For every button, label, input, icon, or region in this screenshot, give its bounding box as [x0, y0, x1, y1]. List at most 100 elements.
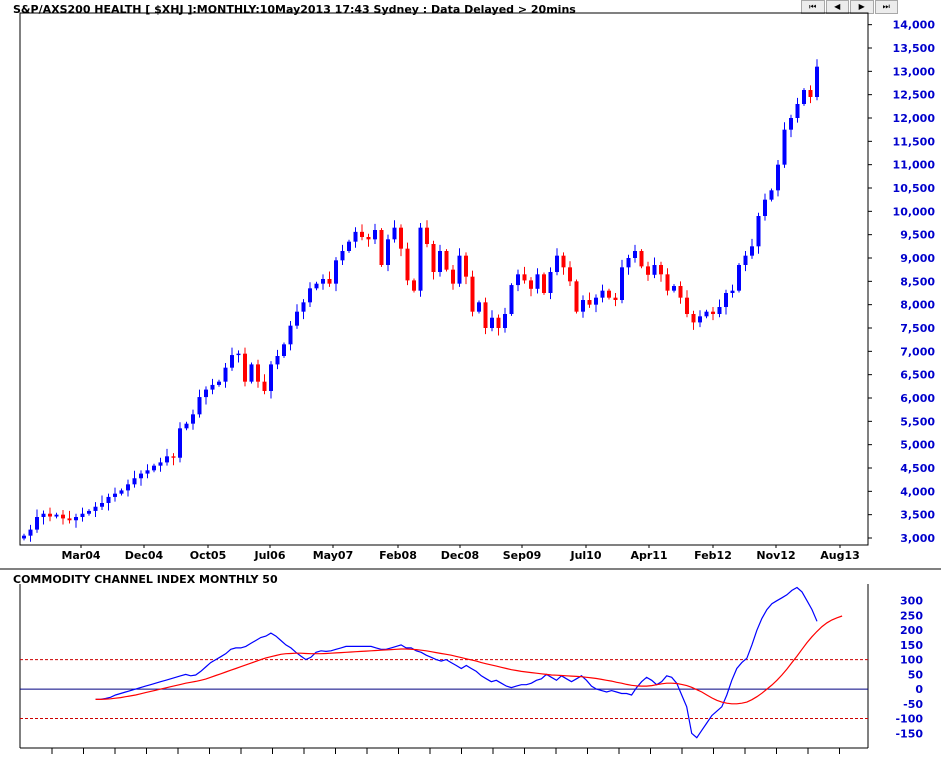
candle-body — [789, 118, 793, 130]
candle-body — [750, 246, 754, 256]
price-tick-label: 6,500 — [900, 369, 935, 382]
candle-body — [470, 276, 475, 312]
date-tick-label: Jul06 — [253, 549, 285, 562]
candle-body — [139, 473, 143, 479]
candle-body — [594, 297, 598, 305]
candle-body — [548, 272, 553, 293]
candle-body — [158, 462, 163, 466]
candle-body — [373, 230, 377, 240]
price-tick-label: 4,500 — [900, 462, 935, 475]
candle-body — [210, 384, 215, 390]
candle-body — [191, 414, 195, 424]
candle-body — [165, 456, 169, 463]
price-tick-label: 10,000 — [893, 205, 936, 218]
candle-body — [678, 286, 683, 298]
candle-body — [204, 389, 208, 398]
candle-body — [457, 255, 462, 284]
candle-body — [659, 265, 663, 275]
candle-body — [711, 311, 715, 314]
price-tick-label: 7,000 — [900, 345, 935, 358]
candle-body — [360, 231, 364, 237]
candle-body — [503, 314, 507, 328]
candle-body — [392, 227, 397, 240]
candle-body — [230, 355, 234, 368]
candle-body — [802, 90, 806, 104]
candle-body — [22, 535, 26, 539]
candle-body — [106, 496, 111, 503]
candle-body — [61, 514, 65, 519]
candle-body — [698, 316, 702, 323]
candle-body — [795, 104, 800, 118]
candle-body — [295, 311, 299, 326]
candle-body — [451, 269, 455, 284]
candle-body — [334, 260, 338, 284]
candle-body — [691, 314, 696, 323]
date-tick-label: Dec04 — [125, 549, 164, 562]
cci-tick-label: 100 — [900, 654, 923, 667]
date-tick-label: Oct05 — [190, 549, 226, 562]
candle-body — [353, 231, 358, 242]
date-tick-label: Jul10 — [569, 549, 601, 562]
candle-body — [529, 280, 533, 289]
candle-body — [288, 325, 293, 345]
candle-body — [626, 258, 631, 268]
date-tick-label: Feb12 — [694, 549, 732, 562]
candle-body — [262, 381, 267, 391]
candle-body — [405, 248, 410, 281]
candle-body — [639, 251, 644, 267]
candle-body — [568, 267, 572, 282]
candle-body — [80, 513, 85, 517]
candle-body — [74, 517, 78, 521]
candle-body — [613, 297, 618, 300]
candle-body — [756, 216, 761, 247]
candle-body — [496, 317, 501, 328]
cci-tick-label: 250 — [900, 609, 923, 622]
candle-body — [145, 470, 150, 474]
price-tick-label: 4,000 — [900, 485, 935, 498]
price-tick-label: 12,000 — [893, 112, 936, 125]
date-tick-label: May07 — [313, 549, 354, 562]
candle-body — [327, 279, 332, 284]
cci-title: COMMODITY CHANNEL INDEX MONTHLY 50 — [13, 573, 278, 586]
candle-body — [477, 302, 481, 312]
candle-body — [236, 353, 241, 356]
candle-body — [672, 286, 676, 291]
candle-body — [444, 251, 449, 270]
candle-body — [28, 529, 33, 536]
candle-body — [737, 265, 741, 291]
candle-body — [587, 300, 592, 305]
candle-body — [412, 280, 416, 291]
candle-body — [282, 344, 286, 356]
candle-body — [100, 503, 104, 507]
cci-tick-label: -50 — [903, 698, 923, 711]
candle-body — [633, 251, 637, 258]
candle-body — [431, 244, 436, 272]
candle-body — [438, 251, 442, 272]
price-tick-label: 10,500 — [893, 182, 936, 195]
price-tick-label: 8,500 — [900, 275, 935, 288]
candle-body — [275, 356, 280, 365]
candle-body — [379, 230, 384, 265]
candle-body — [815, 66, 819, 97]
price-tick-label: 5,500 — [900, 415, 935, 428]
candle-body — [48, 513, 52, 517]
candle-body — [113, 493, 117, 497]
candle-body — [217, 381, 221, 385]
candle-body — [249, 364, 254, 382]
price-tick-label: 8,000 — [900, 299, 935, 312]
date-tick-label: Mar04 — [61, 549, 100, 562]
candle-body — [483, 302, 488, 328]
cci-tick-label: 300 — [900, 595, 923, 608]
last-button[interactable]: ⏭ — [874, 0, 898, 14]
candle-body — [717, 307, 722, 314]
candle-body — [308, 288, 312, 303]
date-tick-label: Sep09 — [503, 549, 542, 562]
price-tick-label: 7,500 — [900, 322, 935, 335]
candle-body — [665, 274, 670, 291]
price-tick-label: 11,000 — [893, 159, 936, 172]
candle-body — [321, 279, 325, 284]
candle-body — [132, 478, 137, 485]
candle-body — [386, 239, 390, 265]
candle-body — [522, 274, 527, 281]
